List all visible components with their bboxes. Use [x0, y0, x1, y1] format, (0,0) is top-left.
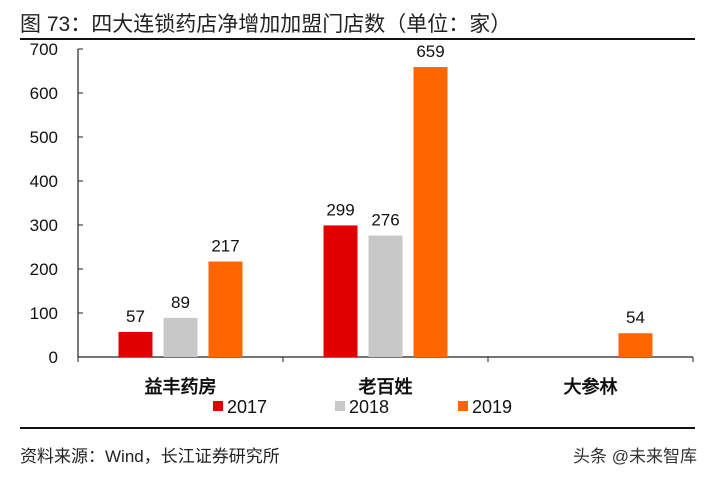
y-tick-label: 400 — [30, 172, 58, 191]
legend-label: 2019 — [472, 397, 512, 417]
data-label: 659 — [416, 42, 444, 61]
data-label: 299 — [326, 200, 354, 219]
data-label: 89 — [171, 293, 190, 312]
legend-swatch-2017 — [213, 401, 223, 411]
data-label: 217 — [211, 237, 239, 256]
legend-swatch-2019 — [458, 401, 468, 411]
x-category-label: 益丰药房 — [145, 376, 217, 397]
y-tick-label: 600 — [30, 84, 58, 103]
y-tick-label: 300 — [30, 216, 58, 235]
source-note: 资料来源：Wind，长江证券研究所 — [20, 447, 280, 466]
bar-2018 — [163, 317, 198, 357]
x-category-label: 大参林 — [564, 376, 618, 397]
bar-2019 — [208, 261, 243, 357]
x-category-label: 老百姓 — [359, 376, 413, 397]
figure-title: 图 73：四大连锁药店净增加加盟门店数（单位：家） — [20, 13, 512, 36]
bar-2019 — [618, 333, 653, 357]
watermark: 头条 @未来智库 — [573, 447, 697, 466]
bar-2017 — [118, 331, 153, 357]
legend-label: 2017 — [227, 397, 267, 417]
bar-2018 — [368, 235, 403, 357]
y-tick-label: 700 — [30, 40, 58, 59]
y-tick-label: 100 — [30, 304, 58, 323]
data-label: 54 — [626, 308, 645, 327]
top-rule — [20, 38, 695, 40]
y-tick-label: 200 — [30, 260, 58, 279]
data-label: 57 — [126, 307, 145, 326]
data-label: 276 — [371, 211, 399, 230]
y-tick-label: 0 — [49, 348, 58, 367]
bottom-rule — [20, 427, 695, 429]
legend-swatch-2018 — [335, 401, 345, 411]
y-tick-label: 500 — [30, 128, 58, 147]
bar-2019 — [413, 67, 448, 357]
legend-label: 2018 — [349, 397, 389, 417]
bar-2017 — [323, 225, 358, 357]
